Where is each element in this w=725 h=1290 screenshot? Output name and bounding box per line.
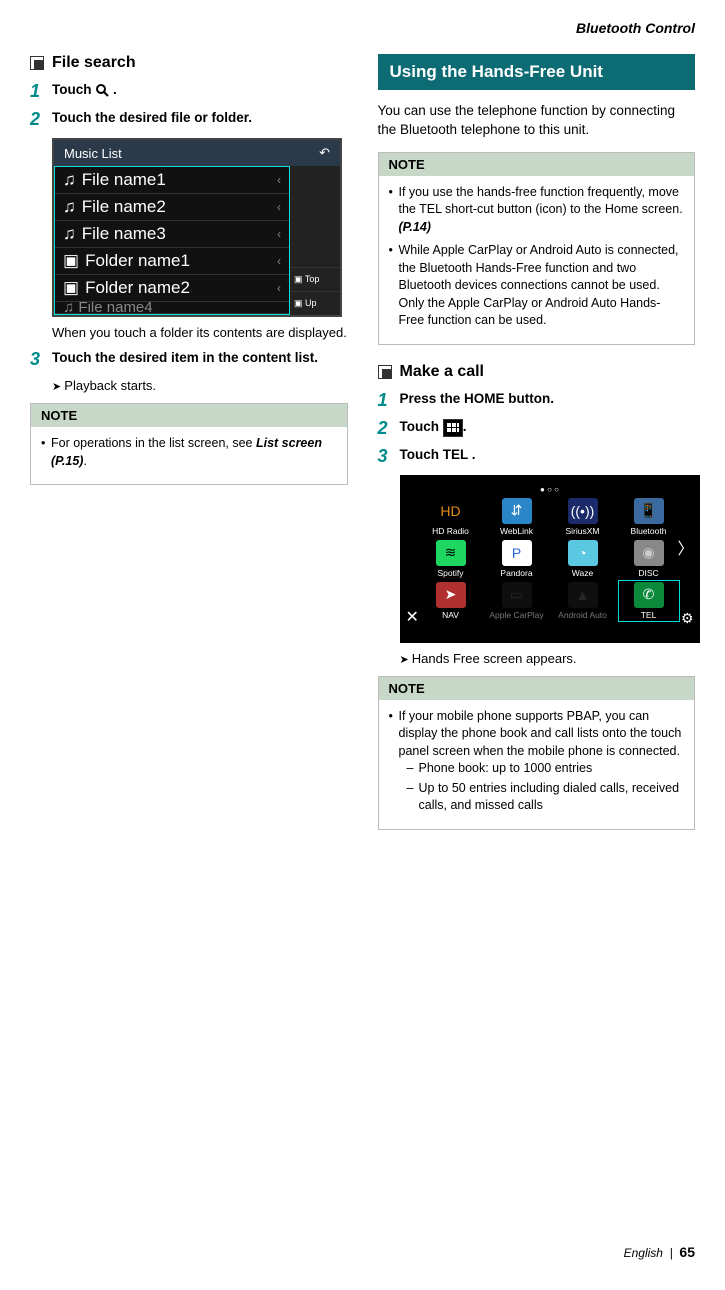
app-pandora: PPandora <box>488 540 546 578</box>
app-android-auto: ▲Android Auto <box>554 582 612 620</box>
step-number: 3 <box>378 447 394 465</box>
note-item: If your mobile phone supports PBAP, you … <box>389 708 685 815</box>
app-spotify: ≋Spotify <box>422 540 480 578</box>
music-list-row: ▣Folder name1‹ <box>55 248 289 275</box>
app-tel: ✆TEL <box>620 582 678 620</box>
step-2-caption: When you touch a folder its contents are… <box>52 325 348 340</box>
hands-free-heading: Using the Hands-Free Unit <box>378 54 696 90</box>
top-button: ▣ Top <box>290 267 340 291</box>
make-a-call-heading: Make a call <box>378 363 696 381</box>
app-bluetooth: 📱Bluetooth <box>620 498 678 536</box>
note-title: NOTE <box>31 404 347 427</box>
note-subitem: Up to 50 entries including dialed calls,… <box>399 780 685 815</box>
note-item: While Apple CarPlay or Android Auto is c… <box>389 242 685 330</box>
heading-marker-icon <box>378 365 392 379</box>
back-icon: ↶ <box>319 145 330 161</box>
step-3-text: Touch the desired item in the content li… <box>52 350 318 365</box>
music-list-title: Music List <box>64 146 122 161</box>
note-subitem: Phone book: up to 1000 entries <box>399 760 685 778</box>
step-number: 2 <box>378 419 394 437</box>
music-list-row: ▣Folder name2‹ <box>55 275 289 302</box>
hands-free-intro: You can use the telephone function by co… <box>378 102 696 140</box>
step-1: 1 Touch . <box>30 82 348 100</box>
app-weblink: ⇵WebLink <box>488 498 546 536</box>
step-1-text: Touch . <box>52 82 117 97</box>
step-r3: 3 Touch TEL . <box>378 447 696 465</box>
note-title: NOTE <box>379 677 695 700</box>
chevron-right-icon: 〉 <box>677 535 693 559</box>
music-list-screenshot: Music List ↶ ♫File name1‹♫File name2‹♫Fi… <box>52 138 342 317</box>
note-box-right-1: NOTE If you use the hands-free function … <box>378 152 696 345</box>
step-3: 3 Touch the desired item in the content … <box>30 350 348 368</box>
step-number: 1 <box>378 391 394 409</box>
page-dots: ● ○ ○ <box>422 485 678 494</box>
app-disc: ◉DISC <box>620 540 678 578</box>
step-2: 2 Touch the desired file or folder. <box>30 110 348 128</box>
step-r1-text: Press the HOME button. <box>400 391 555 406</box>
note-box-right-2: NOTE If your mobile phone supports PBAP,… <box>378 676 696 830</box>
search-icon <box>95 83 109 97</box>
music-list-row: ♫File name2‹ <box>55 194 289 221</box>
app-nav: ➤NAV <box>422 582 480 620</box>
note-title: NOTE <box>379 153 695 176</box>
note-box-left: NOTE For operations in the list screen, … <box>30 403 348 485</box>
make-a-call-title: Make a call <box>400 363 485 381</box>
step-2-text: Touch the desired file or folder. <box>52 110 252 125</box>
step-r3-result: Hands Free screen appears. <box>400 651 696 666</box>
step-number: 3 <box>30 350 46 368</box>
up-button: ▣ Up <box>290 291 340 315</box>
app-apple-carplay: ▭Apple CarPlay <box>488 582 546 620</box>
step-r2: 2 Touch . <box>378 419 696 437</box>
gear-icon: ⚙ <box>681 610 694 627</box>
music-list-rows: ♫File name1‹♫File name2‹♫File name3‹▣Fol… <box>54 166 290 315</box>
step-number: 1 <box>30 82 46 100</box>
close-icon: ✕ <box>406 607 419 627</box>
file-search-heading: File search <box>30 54 348 72</box>
page-footer: English | 65 <box>30 1244 695 1260</box>
music-list-row: ♫File name3‹ <box>55 221 289 248</box>
step-number: 2 <box>30 110 46 128</box>
step-r1: 1 Press the HOME button. <box>378 391 696 409</box>
step-3-result: Playback starts. <box>52 378 348 393</box>
music-list-row: ♫File name1‹ <box>55 167 289 194</box>
app-siriusxm: ((•))SiriusXM <box>554 498 612 536</box>
app-waze: ◔Waze <box>554 540 612 578</box>
home-screen-screenshot: ● ○ ○ HDHD Radio⇵WebLink((•))SiriusXM📱Bl… <box>400 475 700 643</box>
step-r3-text: Touch TEL . <box>400 447 476 462</box>
note-item: If you use the hands-free function frequ… <box>389 184 685 237</box>
page-section-header: Bluetooth Control <box>30 20 695 36</box>
step-r2-text: Touch . <box>400 419 467 434</box>
left-column: File search 1 Touch . 2 Touch the desire… <box>30 54 348 844</box>
home-grid-icon <box>443 419 463 437</box>
heading-marker-icon <box>30 56 44 70</box>
file-search-title: File search <box>52 54 136 72</box>
app-hd-radio: HDHD Radio <box>422 498 480 536</box>
scrollbar <box>290 166 340 267</box>
right-column: Using the Hands-Free Unit You can use th… <box>378 54 696 844</box>
note-item: For operations in the list screen, see L… <box>41 435 337 470</box>
